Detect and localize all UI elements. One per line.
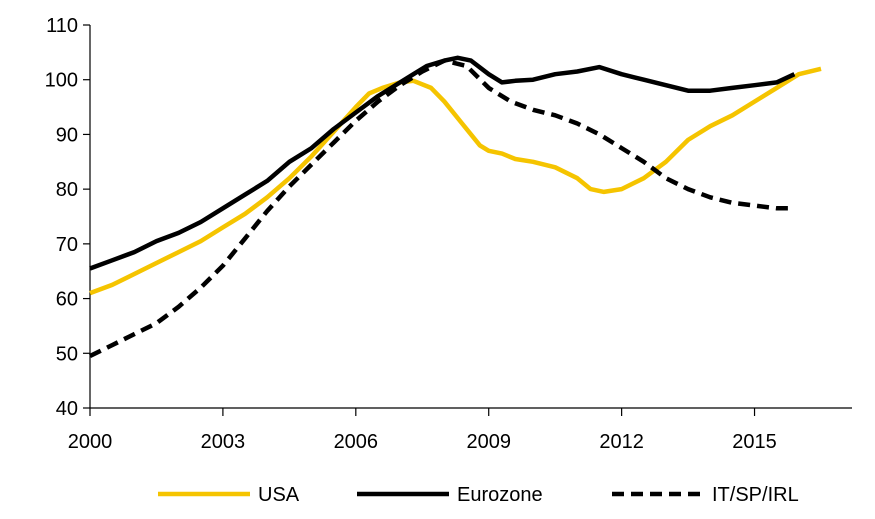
legend: USA Eurozone IT/SP/IRL bbox=[158, 484, 799, 506]
x-axis-ticks: 2000 2003 2006 2009 2012 2015 bbox=[68, 408, 777, 453]
x-tick-label: 2006 bbox=[334, 431, 379, 453]
y-tick-label: 90 bbox=[56, 124, 78, 146]
x-tick-label: 2000 bbox=[68, 431, 113, 453]
series-lines bbox=[89, 55, 822, 359]
y-tick-label: 100 bbox=[45, 70, 78, 92]
x-tick-label: 2009 bbox=[466, 431, 511, 453]
y-tick-label: 60 bbox=[56, 289, 78, 311]
series-line-usa bbox=[89, 66, 822, 296]
y-tick-label: 70 bbox=[56, 234, 78, 256]
y-tick-label: 110 bbox=[46, 15, 78, 37]
x-tick-label: 2003 bbox=[201, 431, 246, 453]
axes bbox=[89, 25, 852, 409]
series-line-eurozone bbox=[89, 55, 796, 271]
y-tick-label: 80 bbox=[56, 179, 78, 201]
series-line-it-sp-irl bbox=[89, 58, 790, 359]
x-tick-label: 2015 bbox=[732, 431, 777, 453]
x-tick-label: 2012 bbox=[599, 431, 644, 453]
legend-label: IT/SP/IRL bbox=[712, 484, 799, 506]
y-tick-label: 40 bbox=[56, 398, 78, 420]
legend-label: USA bbox=[258, 484, 300, 506]
y-axis-ticks: 40 50 60 70 80 90 100 110 bbox=[45, 15, 90, 420]
legend-label: Eurozone bbox=[457, 484, 543, 506]
y-tick-label: 50 bbox=[56, 343, 78, 365]
